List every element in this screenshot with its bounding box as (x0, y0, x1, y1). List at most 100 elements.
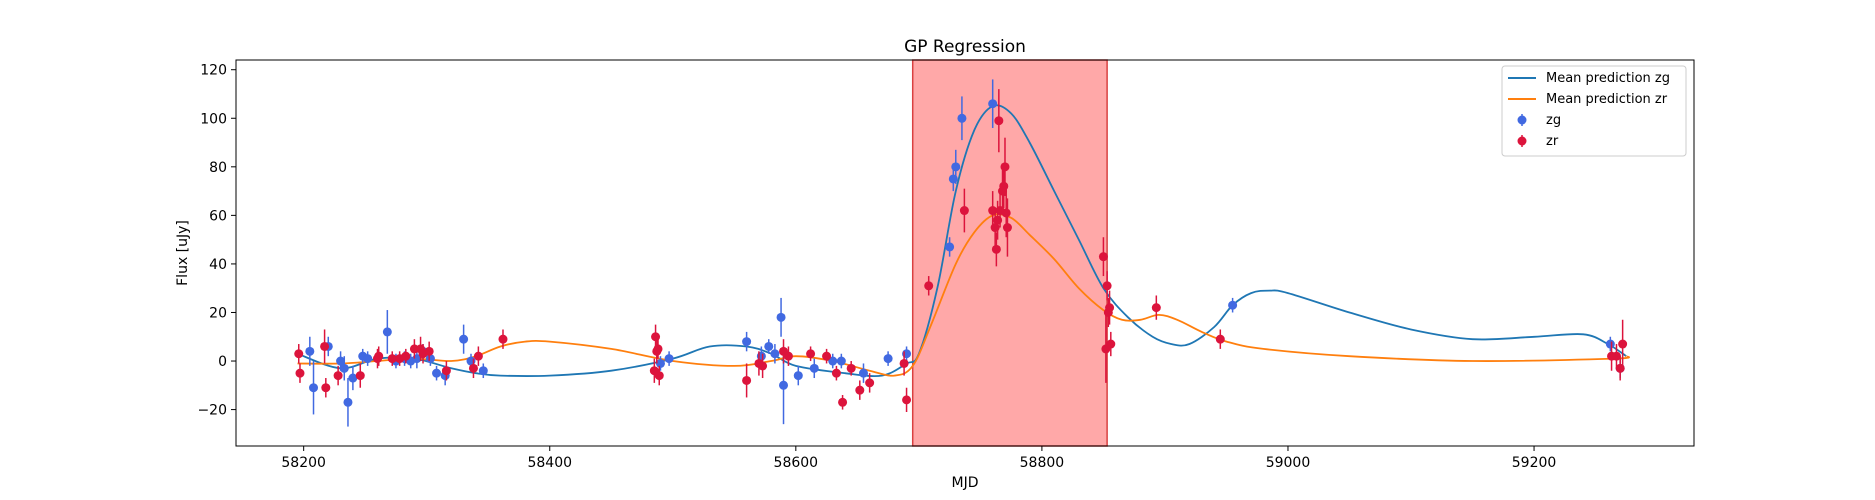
point-zg-9 (382, 310, 392, 354)
marker-zr-39 (959, 206, 969, 216)
x-tick-label-58600: 58600 (774, 455, 819, 471)
point-zg-18 (459, 324, 469, 354)
point-zr-36 (899, 351, 909, 376)
data-points-layer (294, 79, 1628, 427)
point-zr-2 (320, 329, 330, 364)
point-zr-34 (855, 380, 865, 400)
marker-zr-16 (468, 363, 478, 373)
marker-zg-28 (779, 380, 789, 390)
marker-zg-5 (343, 397, 353, 407)
point-zr-38 (924, 276, 934, 296)
y-tick-label-100: 100 (200, 111, 227, 127)
point-zr-44 (994, 89, 1004, 153)
point-zg-42 (1605, 336, 1615, 352)
marker-zr-3 (321, 383, 331, 393)
legend-label-mean-zr: Mean prediction zr (1546, 92, 1668, 107)
y-tick-label-120: 120 (200, 63, 227, 79)
point-zr-1 (295, 363, 305, 383)
point-zg-23 (742, 331, 752, 352)
marker-zr-51 (1098, 252, 1108, 262)
point-zr-10 (401, 348, 411, 364)
marker-zg-33 (858, 368, 868, 378)
marker-zr-47 (999, 181, 1009, 191)
point-zr-39 (959, 188, 969, 233)
point-zr-56 (1106, 331, 1116, 357)
x-tick-label-58800: 58800 (1020, 455, 1065, 471)
marker-zr-5 (355, 371, 365, 381)
point-zg-36 (945, 237, 955, 257)
marker-zg-22 (664, 354, 674, 364)
marker-zr-58 (1215, 334, 1225, 344)
marker-zg-38 (951, 162, 961, 172)
legend: Mean prediction zg Mean prediction zr zg… (1501, 65, 1687, 157)
marker-zr-42 (991, 244, 1001, 254)
point-zg-38 (951, 149, 961, 184)
point-zg-20 (478, 363, 488, 379)
point-zr-33 (846, 361, 856, 376)
marker-zr-11 (409, 344, 419, 354)
marker-zr-0 (294, 349, 304, 359)
marker-zr-14 (424, 346, 434, 356)
legend-label-zg: zg (1546, 113, 1561, 128)
marker-zr-2 (320, 341, 330, 351)
marker-zg-18 (459, 334, 469, 344)
marker-zr-29 (806, 349, 816, 359)
marker-zr-30 (822, 351, 832, 361)
marker-zg-34 (883, 354, 893, 364)
marker-zg-1 (309, 383, 319, 393)
point-zr-35 (865, 373, 875, 393)
legend-swatch-zr (1517, 136, 1527, 146)
point-zr-37 (902, 387, 912, 413)
marker-zr-62 (1618, 339, 1628, 349)
point-zg-21 (655, 356, 665, 371)
point-zg-34 (883, 351, 893, 366)
y-tick-label-20: 20 (209, 305, 227, 321)
legend-box (1501, 65, 1687, 157)
marker-zr-18 (498, 334, 508, 344)
point-zr-29 (806, 346, 816, 362)
x-axis-label: MJD (952, 475, 979, 491)
marker-zr-33 (846, 363, 856, 373)
marker-zg-4 (339, 363, 349, 373)
point-zr-7 (374, 346, 384, 366)
point-zr-24 (742, 363, 752, 398)
point-zr-14 (424, 341, 434, 362)
point-zg-40 (988, 79, 998, 128)
point-zg-1 (309, 361, 319, 415)
marker-zr-26 (758, 361, 768, 371)
marker-zg-41 (1228, 300, 1238, 310)
point-zg-22 (664, 351, 674, 366)
point-zr-53 (1102, 271, 1112, 301)
marker-zr-36 (899, 358, 909, 368)
marker-zr-60 (1611, 351, 1621, 361)
x-axis-ticks: 58200 58400 58600 58800 59000 59200 (281, 446, 1556, 471)
point-zg-30 (809, 358, 819, 379)
marker-zr-48 (1000, 162, 1010, 172)
marker-zr-10 (401, 351, 411, 361)
marker-zg-23 (742, 337, 752, 347)
marker-zr-1 (295, 368, 305, 378)
point-zg-31 (828, 353, 838, 369)
point-zr-51 (1098, 237, 1108, 277)
point-zr-3 (321, 378, 331, 398)
point-zr-62 (1618, 319, 1628, 369)
marker-zg-32 (836, 356, 846, 366)
point-zr-23 (654, 365, 664, 386)
point-zg-0 (305, 336, 315, 366)
y-tick-label-0: 0 (218, 354, 227, 370)
marker-zr-34 (855, 385, 865, 395)
point-zr-18 (498, 329, 508, 349)
point-zr-47 (999, 164, 1009, 209)
point-zr-57 (1151, 295, 1161, 320)
y-tick-label--20: −20 (197, 403, 227, 419)
marker-zr-28 (783, 351, 793, 361)
marker-zr-55 (1105, 303, 1115, 313)
marker-zr-44 (994, 116, 1004, 126)
marker-zg-25 (764, 341, 774, 351)
point-zr-32 (838, 395, 848, 410)
marker-zr-50 (1002, 223, 1012, 233)
point-zg-32 (836, 353, 846, 369)
marker-zr-15 (441, 366, 451, 376)
point-zr-4 (333, 365, 343, 386)
